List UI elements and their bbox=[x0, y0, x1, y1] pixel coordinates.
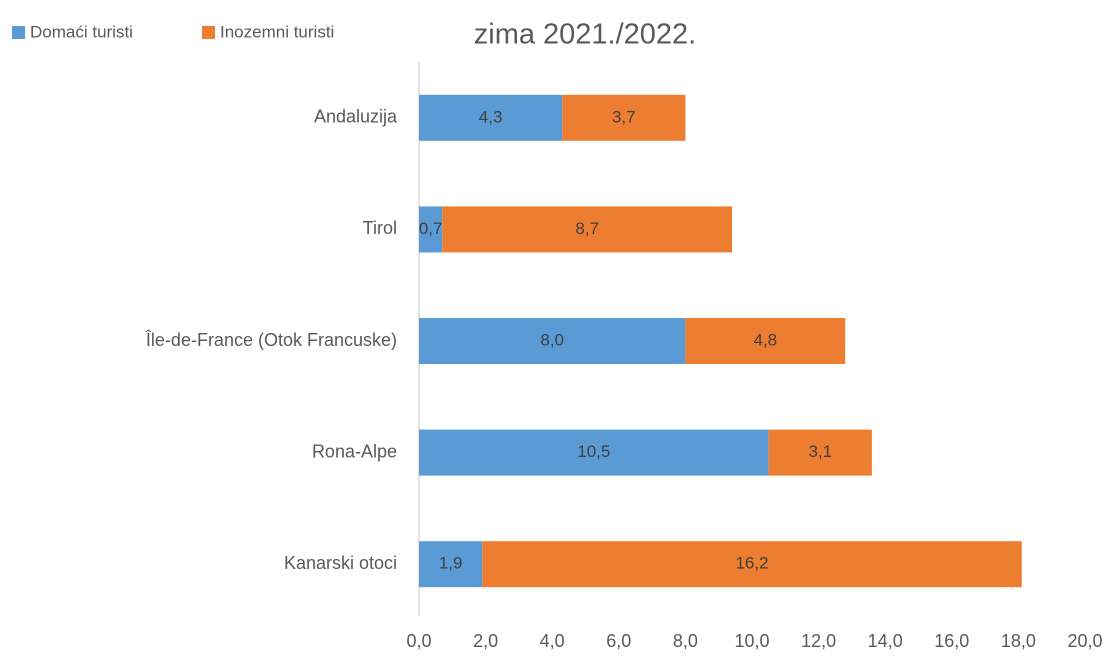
bar-segment bbox=[685, 318, 846, 364]
x-tick-label: 16,0 bbox=[934, 631, 969, 651]
y-tick-label: Tirol bbox=[363, 218, 397, 238]
legend-swatch bbox=[202, 26, 215, 39]
legend-swatch bbox=[12, 26, 25, 39]
bar-segment bbox=[482, 541, 1022, 588]
value-label: 10,5 bbox=[577, 442, 610, 461]
bar-segment bbox=[562, 94, 686, 141]
x-tick-label: 2,0 bbox=[473, 631, 498, 651]
legend-label: Domaći turisti bbox=[30, 22, 133, 41]
x-tick-label: 6,0 bbox=[606, 631, 631, 651]
y-tick-label: Kanarski otoci bbox=[284, 553, 397, 573]
value-label: 8,7 bbox=[575, 219, 599, 238]
x-tick-label: 4,0 bbox=[540, 631, 565, 651]
value-label: 1,9 bbox=[439, 554, 463, 573]
legend-label: Inozemni turisti bbox=[220, 22, 334, 41]
bar-segment bbox=[768, 429, 872, 476]
x-tick-label: 8,0 bbox=[673, 631, 698, 651]
chart-title: zima 2021./2022. bbox=[474, 19, 696, 51]
x-tick-label: 18,0 bbox=[1001, 631, 1036, 651]
y-tick-label: Andaluzija bbox=[314, 107, 398, 127]
value-label: 16,2 bbox=[735, 554, 768, 573]
value-label: 8,0 bbox=[540, 330, 564, 349]
x-tick-label: 20,0 bbox=[1067, 631, 1102, 651]
x-tick-label: 14,0 bbox=[868, 631, 903, 651]
value-label: 3,7 bbox=[612, 107, 636, 126]
value-label: 3,1 bbox=[808, 442, 832, 461]
bar-segment bbox=[442, 206, 733, 253]
x-tick-label: 10,0 bbox=[734, 631, 769, 651]
bar-segment bbox=[419, 94, 563, 141]
value-label: 4,3 bbox=[479, 107, 503, 126]
bar-segment bbox=[419, 206, 443, 253]
value-label: 4,8 bbox=[753, 330, 777, 349]
y-tick-label: Rona-Alpe bbox=[312, 441, 397, 461]
bar-segment bbox=[419, 541, 483, 588]
x-tick-label: 12,0 bbox=[801, 631, 836, 651]
value-label: 0,7 bbox=[419, 219, 443, 238]
x-tick-label: 0,0 bbox=[406, 631, 431, 651]
y-tick-label: Île-de-France (Otok Francuske) bbox=[145, 330, 397, 350]
bar-segment bbox=[419, 429, 769, 476]
bar-segment bbox=[419, 318, 686, 364]
